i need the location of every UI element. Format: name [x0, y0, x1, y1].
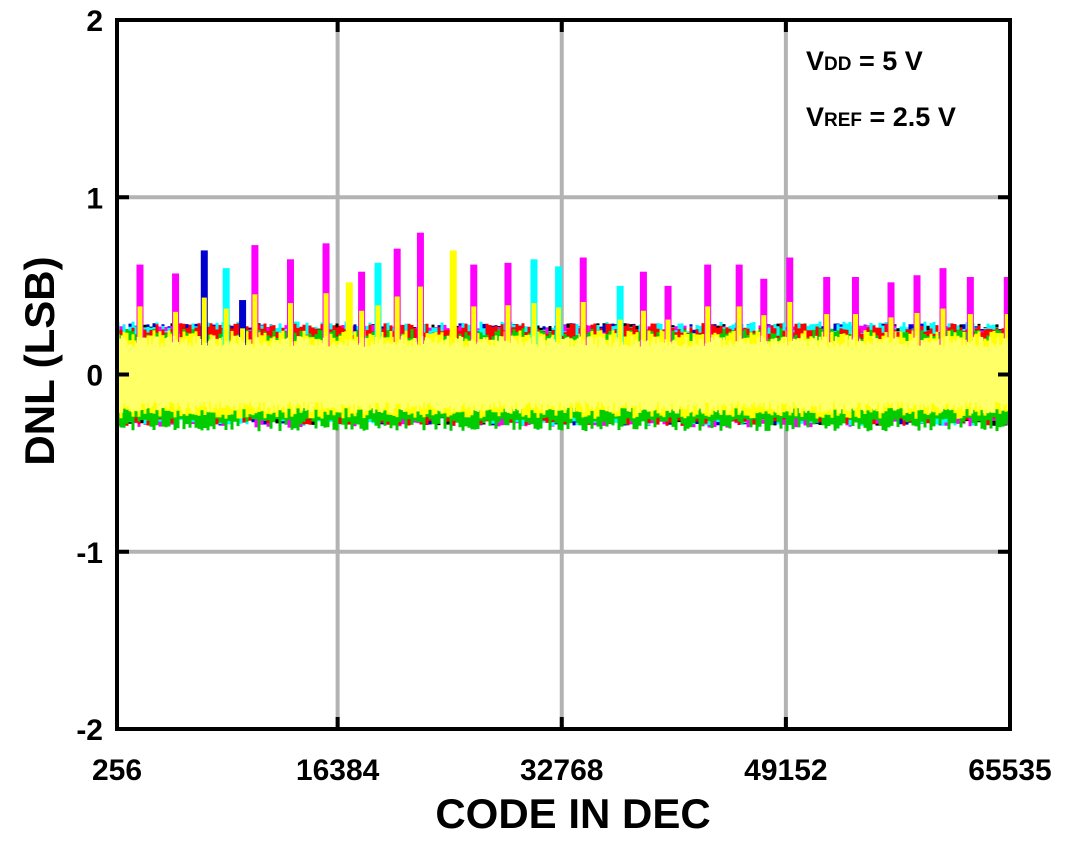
- dnl-spike-core: [394, 296, 400, 375]
- x-tick-label: 32768: [520, 754, 603, 787]
- dnl-spike-core: [705, 306, 711, 375]
- x-tick-labels: 256 16384 32768 49152 65535: [92, 754, 1052, 787]
- y-tick-label: 2: [86, 5, 103, 38]
- y-tick-label: 0: [86, 360, 103, 393]
- dnl-spike-core: [450, 297, 456, 375]
- y-axis-title: DNL (LSB): [16, 256, 63, 465]
- dnl-spike-core: [556, 307, 562, 375]
- dnl-overlay-trace: [116, 335, 1010, 414]
- y-tick-label: -1: [76, 537, 103, 570]
- dnl-spike-core: [201, 297, 207, 375]
- x-tick-label: 65535: [968, 754, 1051, 787]
- dnl-spike-core: [323, 293, 329, 375]
- dnl-spike-core: [580, 301, 586, 375]
- dnl-spike-core: [852, 314, 858, 375]
- dnl-spike-core: [375, 305, 381, 375]
- y-tick-label: -2: [76, 714, 103, 747]
- x-tick-label: 49152: [744, 754, 827, 787]
- dnl-spike-core: [417, 286, 423, 375]
- annotation-vdd: VDD = 5 V: [806, 46, 923, 76]
- dnl-spike-core: [471, 306, 477, 375]
- x-tick-label: 256: [92, 754, 142, 787]
- dnl-spike-core: [287, 303, 293, 375]
- y-tick-labels: 2 1 0 -1 -2: [76, 5, 103, 747]
- dnl-spike-core: [252, 294, 258, 375]
- y-tick-label: 1: [86, 182, 103, 215]
- annotation-vref: VREF = 2.5 V: [806, 102, 956, 132]
- tick-marks: [115, 18, 1012, 731]
- x-axis-title: CODE IN DEC: [435, 790, 710, 837]
- dnl-spike-core: [787, 301, 793, 375]
- data-layer: [116, 232, 1011, 432]
- x-tick-label: 16384: [296, 754, 380, 787]
- dnl-spike-core: [505, 305, 511, 375]
